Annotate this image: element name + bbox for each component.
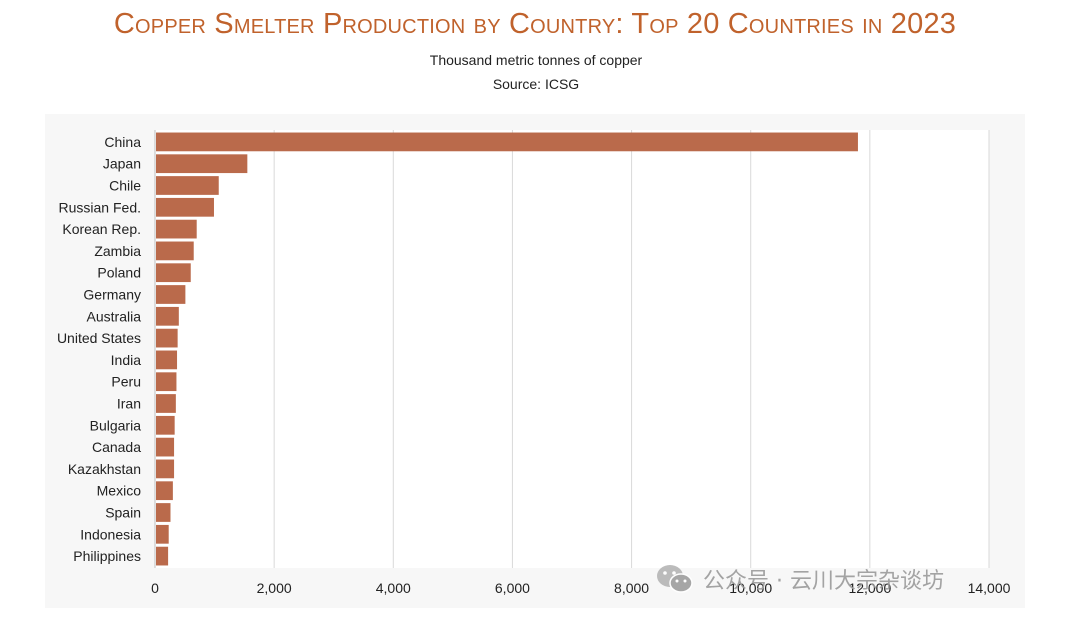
bar bbox=[156, 524, 169, 544]
x-tick-label: 4,000 bbox=[376, 580, 411, 596]
x-tick-label: 10,000 bbox=[729, 580, 772, 596]
bar bbox=[156, 306, 179, 326]
plot-area bbox=[155, 130, 989, 568]
bar bbox=[156, 372, 177, 392]
x-tick-label: 14,000 bbox=[968, 580, 1011, 596]
bar bbox=[156, 459, 175, 479]
category-label: Peru bbox=[111, 374, 141, 390]
category-label: China bbox=[104, 134, 141, 150]
bar bbox=[156, 176, 219, 195]
category-label: Iran bbox=[117, 396, 141, 412]
watermark: 公众号 · 云川大宗杂谈坊 bbox=[655, 562, 944, 596]
category-label: Korean Rep. bbox=[62, 221, 141, 237]
bar bbox=[156, 154, 248, 174]
category-label: Japan bbox=[103, 156, 141, 172]
category-label: Kazakhstan bbox=[68, 461, 141, 477]
x-tick-label: 2,000 bbox=[257, 580, 292, 596]
x-tick-label: 0 bbox=[151, 580, 159, 596]
bar bbox=[156, 219, 197, 239]
category-labels: China Japan Chile Russian Fed. Korean Rep. Za… bbox=[57, 134, 141, 564]
bars bbox=[156, 132, 858, 566]
category-label: Mexico bbox=[97, 483, 142, 499]
bar bbox=[156, 263, 191, 283]
bar bbox=[156, 241, 194, 261]
bar bbox=[156, 437, 175, 457]
category-label: Australia bbox=[87, 308, 142, 324]
category-label: Philippines bbox=[73, 548, 141, 564]
x-tick-label: 12,000 bbox=[848, 580, 891, 596]
category-label: Russian Fed. bbox=[59, 199, 141, 215]
bar bbox=[156, 132, 858, 152]
category-label: Canada bbox=[92, 439, 141, 455]
category-label: Spain bbox=[105, 505, 141, 521]
x-tick-label: 6,000 bbox=[495, 580, 530, 596]
bar bbox=[156, 350, 178, 370]
bar bbox=[156, 546, 169, 566]
bar bbox=[156, 481, 173, 501]
category-label: Bulgaria bbox=[90, 417, 142, 433]
category-label: Indonesia bbox=[80, 526, 141, 542]
category-label: United States bbox=[57, 330, 141, 346]
chart-source: Source: ICSG bbox=[492, 76, 580, 92]
bar bbox=[156, 415, 175, 435]
gridlines bbox=[154, 130, 990, 568]
category-label: Germany bbox=[83, 287, 141, 303]
category-label: India bbox=[111, 352, 142, 368]
chart-title: Copper Smelter Production by Country: To… bbox=[113, 8, 957, 40]
x-tick-label: 8,000 bbox=[614, 580, 649, 596]
bar bbox=[156, 394, 176, 413]
category-label: Poland bbox=[97, 265, 141, 281]
bar bbox=[156, 285, 186, 304]
watermark-text: 公众号 · 云川大宗杂谈坊 bbox=[703, 569, 944, 594]
bar bbox=[156, 197, 214, 217]
category-label: Chile bbox=[109, 178, 141, 194]
bar bbox=[156, 328, 178, 348]
x-tick-labels: 0 2,000 4,000 6,000 8,000 10,000 12,000 14,000 bbox=[151, 580, 1011, 596]
category-label: Zambia bbox=[94, 243, 141, 259]
chart-subtitle: Thousand metric tonnes of copper bbox=[429, 52, 643, 68]
bar bbox=[156, 503, 171, 522]
wechat-icon bbox=[657, 565, 693, 593]
